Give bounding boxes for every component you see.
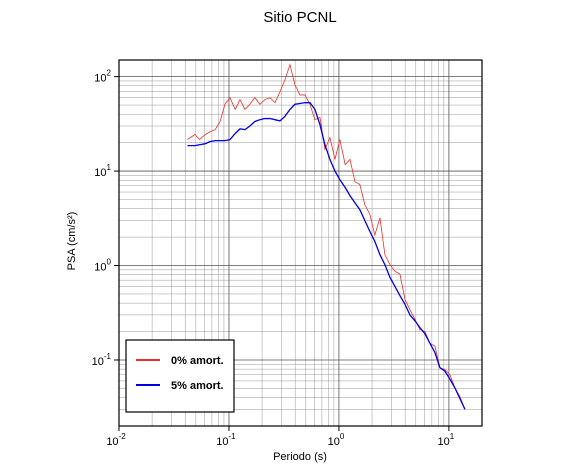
tick-base: 10 — [94, 73, 106, 85]
tick-base: 10 — [94, 261, 106, 273]
chart-title: Sitio PCNL — [263, 9, 336, 26]
tick-exponent: 1 — [107, 163, 112, 172]
plot-frame — [118, 59, 483, 427]
y-axis-label: PSA (cm/s²) — [66, 212, 78, 271]
tick-exponent: -1 — [104, 352, 112, 361]
tick-label: 100 — [94, 258, 111, 274]
legend-label: 5% amort. — [171, 380, 224, 392]
tick-exponent: 0 — [107, 258, 112, 267]
tick-base: 10 — [106, 436, 118, 448]
tick-base: 10 — [438, 436, 450, 448]
tick-label: 101 — [438, 432, 455, 448]
tick-base: 10 — [94, 167, 106, 179]
data-line — [187, 102, 466, 410]
data-line — [187, 63, 466, 410]
tick-label: 10-1 — [92, 352, 112, 368]
tick-label: 102 — [94, 69, 111, 85]
tick-label: 101 — [94, 163, 111, 179]
tick-base: 10 — [328, 436, 340, 448]
tick-exponent: -2 — [119, 432, 127, 441]
tick-label: 10-1 — [216, 432, 236, 448]
tick-label: 10-2 — [106, 432, 126, 448]
tick-label: 100 — [328, 432, 345, 448]
legend-box — [125, 339, 235, 413]
tick-exponent: 2 — [107, 69, 112, 78]
tick-base: 10 — [216, 436, 228, 448]
tick-exponent: -1 — [229, 432, 237, 441]
tick-exponent: 0 — [340, 432, 345, 441]
tick-exponent: 1 — [450, 432, 455, 441]
tick-base: 10 — [92, 356, 104, 368]
legend-label: 0% amort. — [171, 355, 224, 367]
x-axis-label: Periodo (s) — [273, 451, 327, 463]
